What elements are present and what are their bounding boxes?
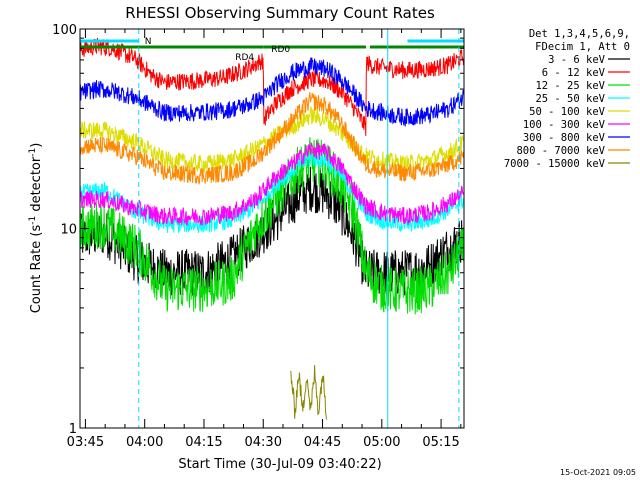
legend-label: 50 - 100 keV [529, 106, 606, 118]
series-100to300keV [79, 141, 464, 227]
legend-item: 25 - 50 keV [535, 93, 630, 105]
ylabel-part-1: Count Rate (s [29, 225, 44, 314]
legend-label: 100 - 300 keV [523, 119, 606, 131]
y-tick-label: 10 [60, 223, 77, 238]
series-800to7000keV [79, 92, 464, 186]
chart-title: RHESSI Observing Summary Count Rates [125, 4, 435, 22]
series-7000to15000keV [290, 365, 327, 420]
series-line [79, 141, 464, 227]
ylabel-sup-1: -1 [28, 216, 38, 225]
series-300to800keV [79, 57, 464, 127]
legend-label: 7000 - 15000 keV [504, 158, 606, 170]
legend-label: 12 - 25 keV [535, 80, 605, 92]
legend-item: 100 - 300 keV [523, 119, 630, 131]
legend-item: 3 - 6 keV [548, 54, 630, 66]
x-tick-label: 05:00 [363, 435, 400, 450]
legend-item: 300 - 800 keV [523, 132, 630, 144]
x-tick-label: 03:45 [67, 435, 104, 450]
legend-layer: Det 1,3,4,5,6,9,FDecim 1, Att 03 - 6 keV… [504, 28, 630, 170]
ylabel-part-3: ) [29, 143, 44, 148]
x-tick-label: 04:15 [185, 435, 222, 450]
series-line [79, 57, 464, 127]
legend-item: 50 - 100 keV [529, 106, 630, 118]
x-tick-label: 04:45 [304, 435, 341, 450]
y-axis-label: Count Rate (s-1 detector-1) [28, 143, 44, 314]
rd0-label: RD0 [271, 45, 290, 55]
series-6to12keV [79, 37, 464, 137]
x-tick-label: 05:15 [422, 435, 459, 450]
legend-label: 800 - 7000 keV [516, 145, 605, 157]
x-axis-label: Start Time (30-Jul-09 03:40:22) [178, 457, 381, 472]
axes-layer: 1 10 100 03:45 04:00 04:15 04:30 04:45 05:00 05:1… [52, 23, 465, 450]
legend-label: 3 - 6 keV [548, 54, 606, 66]
y-tick-label: 1 [69, 422, 77, 437]
series-12to25keV [79, 137, 464, 315]
ylabel-sup-2: -1 [28, 148, 38, 157]
legend-header-2: FDecim 1, Att 0 [535, 41, 630, 53]
night-label: N [145, 37, 152, 47]
series-layer [79, 37, 464, 420]
legend-label: 300 - 800 keV [523, 132, 606, 144]
series-line [79, 137, 464, 315]
y-tick-label: 100 [52, 23, 77, 38]
rd4-label: RD4 [235, 53, 254, 63]
series-line [79, 92, 464, 186]
legend-item: 800 - 7000 keV [516, 145, 630, 157]
legend-header-1: Det 1,3,4,5,6,9, [529, 28, 630, 40]
footer-date: 15-Oct-2021 09:05 [560, 468, 636, 477]
ylabel-part-2: detector [29, 156, 44, 216]
series-line [290, 365, 327, 420]
legend-item: 12 - 25 keV [535, 80, 630, 92]
legend-item: 6 - 12 keV [542, 67, 630, 79]
legend-item: 7000 - 15000 keV [504, 158, 630, 170]
x-tick-label: 04:00 [126, 435, 163, 450]
legend-label: 6 - 12 keV [542, 67, 606, 79]
x-tick-label: 04:30 [245, 435, 282, 450]
series-line [79, 37, 464, 137]
legend-label: 25 - 50 keV [535, 93, 605, 105]
